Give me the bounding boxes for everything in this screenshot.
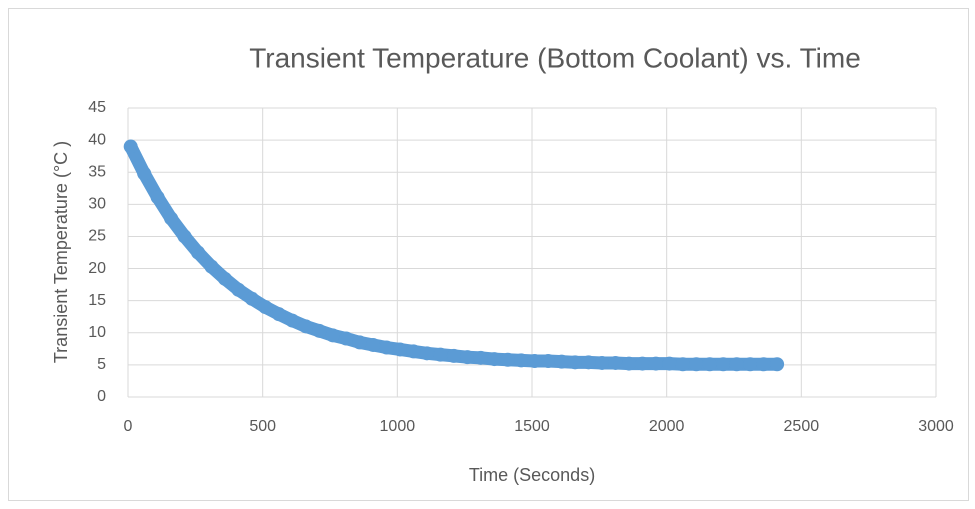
marker <box>406 344 421 359</box>
y-tick-label: 20 <box>88 260 106 277</box>
x-tick-label: 0 <box>124 418 133 435</box>
marker <box>339 331 354 346</box>
marker <box>595 355 610 370</box>
marker <box>514 353 529 368</box>
marker <box>285 313 300 328</box>
marker <box>177 229 192 244</box>
marker <box>123 139 138 154</box>
marker <box>191 245 206 260</box>
y-tick-label: 10 <box>88 324 106 341</box>
marker <box>231 282 246 297</box>
x-tick-label: 2500 <box>784 418 820 435</box>
y-tick-label: 0 <box>97 388 106 405</box>
marker <box>325 328 340 343</box>
x-tick-label: 500 <box>249 418 276 435</box>
marker <box>500 352 515 367</box>
marker <box>460 350 475 365</box>
marker <box>689 357 704 372</box>
marker <box>702 357 717 372</box>
marker <box>393 342 408 357</box>
x-tick-label: 3000 <box>918 418 954 435</box>
marker <box>716 357 731 372</box>
x-tick-label: 1500 <box>514 418 550 435</box>
marker <box>217 271 232 286</box>
marker <box>675 357 690 372</box>
marker <box>366 337 381 352</box>
marker <box>743 357 758 372</box>
y-axis-label: Transient Temperature (°C ) <box>51 141 71 363</box>
marker <box>487 352 502 367</box>
marker <box>204 259 219 274</box>
marker <box>244 291 259 306</box>
y-tick-label: 40 <box>88 131 106 148</box>
marker <box>164 211 179 226</box>
chart-border <box>8 8 969 501</box>
marker <box>527 354 542 369</box>
y-tick-label: 5 <box>97 356 106 373</box>
marker <box>729 357 744 372</box>
marker <box>635 356 650 371</box>
y-tick-label: 30 <box>88 196 106 213</box>
marker <box>379 340 394 355</box>
y-tick-label: 15 <box>88 292 106 309</box>
marker <box>662 356 677 371</box>
x-tick-label: 1000 <box>380 418 416 435</box>
marker <box>608 355 623 370</box>
marker <box>446 348 461 363</box>
marker <box>150 190 165 205</box>
y-tick-label: 35 <box>88 163 106 180</box>
marker <box>352 335 367 350</box>
marker <box>137 166 152 181</box>
x-axis-label: Time (Seconds) <box>469 465 595 485</box>
marker <box>419 346 434 361</box>
marker <box>258 300 273 315</box>
marker <box>648 356 663 371</box>
marker <box>541 354 556 369</box>
marker <box>581 355 596 370</box>
marker <box>271 307 286 322</box>
marker <box>770 357 785 372</box>
y-tick-label: 25 <box>88 228 106 245</box>
marker <box>554 354 569 369</box>
y-tick-label: 45 <box>88 99 106 116</box>
marker <box>473 350 488 365</box>
x-tick-label: 2000 <box>649 418 685 435</box>
marker <box>621 356 636 371</box>
chart-title: Transient Temperature (Bottom Coolant) v… <box>249 42 861 73</box>
marker <box>756 357 771 372</box>
marker <box>312 323 327 338</box>
marker <box>433 347 448 362</box>
marker <box>298 319 313 334</box>
marker <box>568 355 583 370</box>
